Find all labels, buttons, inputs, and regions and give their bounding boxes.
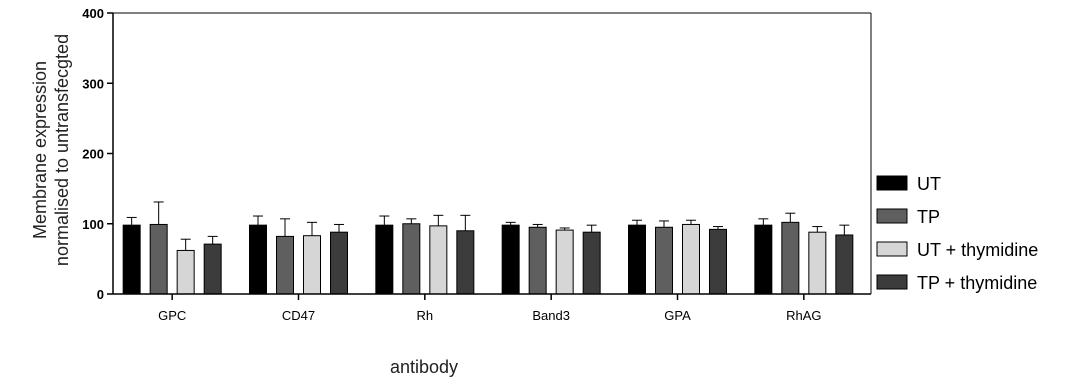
bar	[781, 221, 800, 295]
bar	[835, 234, 854, 295]
legend-label: TP	[917, 207, 940, 227]
x-axis-label: antibody	[390, 357, 458, 377]
legend-swatch	[876, 175, 908, 191]
bar	[203, 243, 222, 295]
bar	[456, 230, 475, 295]
y-tick-label: 100	[82, 217, 104, 232]
x-tick-label: RhAG	[786, 308, 821, 323]
y-tick-label: 0	[97, 287, 104, 302]
bar	[402, 223, 421, 295]
bar	[330, 231, 348, 295]
axes-group: 0 100 200 300 400 GPC CD47 Rh Band3 GPA RhAG	[82, 6, 871, 323]
bar	[501, 224, 520, 295]
bar	[429, 225, 448, 295]
bar	[709, 228, 727, 295]
bar	[628, 224, 646, 295]
x-tick-label: CD47	[282, 308, 315, 323]
legend-swatch	[876, 274, 908, 290]
legend-swatch	[876, 208, 908, 224]
bar	[122, 224, 141, 295]
bar	[555, 229, 574, 295]
y-tick-label: 200	[82, 147, 104, 162]
bar	[375, 224, 394, 295]
legend: UT TP UT + thymidine TP + thymidine	[876, 174, 1038, 293]
bar	[754, 224, 773, 295]
x-tick-label: Band3	[532, 308, 570, 323]
bar	[808, 231, 827, 295]
x-tick-label: GPC	[158, 308, 186, 323]
y-axis-label-line-2: normalised to untransfecgted	[52, 34, 72, 266]
legend-label: UT	[917, 174, 941, 194]
bar	[176, 249, 195, 295]
plot-frame	[113, 12, 872, 294]
bar	[682, 223, 700, 295]
y-tick-label: 300	[82, 76, 104, 91]
y-tick-label: 400	[82, 6, 104, 21]
bar	[582, 231, 601, 295]
legend-label: UT + thymidine	[917, 240, 1038, 260]
bar	[276, 235, 294, 295]
legend-label: TP + thymidine	[917, 273, 1037, 293]
bar	[655, 226, 673, 295]
bar	[249, 224, 267, 295]
bar	[528, 226, 547, 295]
legend-swatch	[876, 241, 908, 257]
bars-group	[122, 201, 854, 295]
x-tick-label: GPA	[664, 308, 691, 323]
bar	[303, 235, 321, 295]
y-axis-label-line-1: Membrane expression	[30, 61, 50, 239]
bar	[149, 223, 168, 295]
x-tick-label: Rh	[417, 308, 434, 323]
